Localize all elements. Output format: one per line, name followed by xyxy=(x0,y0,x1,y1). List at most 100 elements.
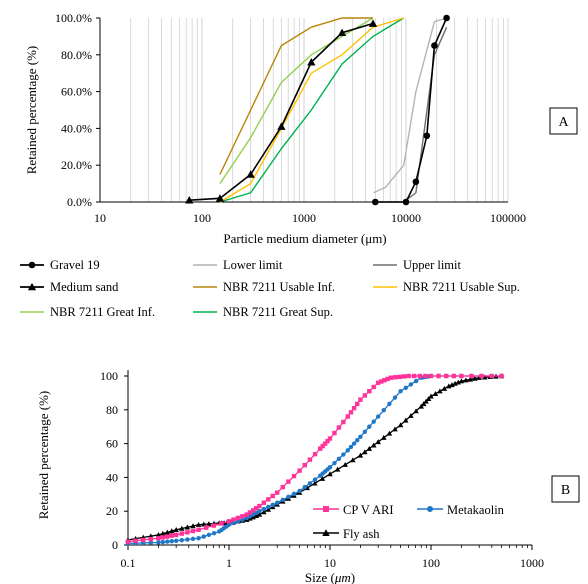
chart-a-point-gravel-19 xyxy=(412,178,420,186)
chart-a-x-tick-label: 100 xyxy=(193,211,211,225)
chart-b-x-axis-label-unit: μm xyxy=(334,570,351,584)
chart-a-y-ticks: 0.0% 20.0% 40.0% 60.0% 80.0% 100.0% xyxy=(55,11,100,209)
chart-a-x-tick-label: 10 xyxy=(94,211,106,225)
chart-a-point-medium-sand xyxy=(337,28,347,37)
chart-b-point-metakaolin xyxy=(274,500,280,505)
chart-a-series-line-nbr-7211-great-inf xyxy=(219,17,374,184)
chart-b-y-ticks: 0 20 40 60 80 100 xyxy=(100,369,128,552)
chart-b: 0 20 40 60 80 100 0.1 1 10 100 1000 Size (μm) Ret… xyxy=(36,369,580,584)
chart-a-x-tick-label: 100000 xyxy=(490,211,526,225)
chart-b-series-cp-v-ari xyxy=(125,373,504,544)
chart-b-point-metakaolin xyxy=(240,517,245,522)
chart-b-point-cp-v-ari xyxy=(266,497,271,502)
chart-b-point-cp-v-ari xyxy=(231,517,236,522)
chart-a-legend-item: Gravel 19 xyxy=(20,258,100,272)
chart-b-legend-label: CP V ARI xyxy=(343,503,394,517)
chart-b-point-fly-ash xyxy=(160,530,166,536)
chart-b-point-fly-ash xyxy=(342,461,348,467)
chart-a-point-gravel-19 xyxy=(443,14,450,22)
chart-b-x-tick-label: 100 xyxy=(422,556,440,570)
chart-a-legend-item: Medium sand xyxy=(20,280,119,294)
chart-b-point-metakaolin xyxy=(148,540,154,545)
chart-a-series-nbr-7211-usable-sup xyxy=(219,17,404,203)
chart-a-legend-label: Lower limit xyxy=(223,258,283,272)
chart-b-point-metakaolin xyxy=(201,534,206,539)
chart-b-point-cp-v-ari xyxy=(270,493,275,499)
chart-b-point-cp-v-ari xyxy=(362,393,368,398)
chart-b-point-fly-ash xyxy=(392,426,398,432)
chart-b-point-metakaolin xyxy=(341,452,346,457)
chart-b-point-metakaolin xyxy=(266,504,271,510)
chart-b-point-fly-ash xyxy=(173,527,179,532)
chart-b-point-cp-v-ari xyxy=(165,534,170,539)
chart-b-point-cp-v-ari xyxy=(173,532,179,538)
chart-b-panel-label-box xyxy=(551,475,580,503)
chart-b-point-cp-v-ari xyxy=(291,473,297,479)
chart-b-x-ticks: 0.1 1 10 100 1000 xyxy=(121,545,544,570)
chart-b-point-cp-v-ari xyxy=(406,373,411,379)
chart-b-point-cp-v-ari xyxy=(302,462,307,468)
chart-a-series-nbr-7211-great-sup xyxy=(219,17,405,203)
chart-b-point-fly-ash xyxy=(256,511,263,517)
chart-b-point-fly-ash xyxy=(366,445,373,451)
chart-b-point-cp-v-ari xyxy=(254,506,259,511)
chart-b-y-tick-label: 80 xyxy=(106,403,118,417)
chart-a-legend-item: Lower limit xyxy=(193,258,283,272)
chart-b-point-cp-v-ari xyxy=(169,533,174,538)
chart-b-point-metakaolin xyxy=(280,497,285,502)
chart-a-panel-label: A xyxy=(558,115,569,130)
chart-b-point-fly-ash xyxy=(463,377,469,383)
chart-b-point-cp-v-ari xyxy=(261,500,267,505)
chart-b-legend-item: Metakaolin xyxy=(417,503,505,517)
chart-b-point-cp-v-ari xyxy=(257,503,262,509)
chart-b-point-cp-v-ari xyxy=(459,373,464,379)
chart-b-point-fly-ash xyxy=(476,374,482,380)
chart-b-point-metakaolin xyxy=(302,484,307,490)
chart-a-series-line-nbr-7211-great-sup xyxy=(219,17,405,203)
chart-a-legend-label: NBR 7211 Great Sup. xyxy=(223,305,333,319)
chart-b-point-fly-ash xyxy=(386,430,393,436)
chart-a-series-medium-sand xyxy=(185,19,378,204)
chart-b-point-cp-v-ari xyxy=(375,380,381,385)
chart-b-point-cp-v-ari xyxy=(385,376,390,382)
chart-b-point-fly-ash xyxy=(381,434,387,440)
chart-b-point-metakaolin xyxy=(165,539,170,544)
chart-b-point-cp-v-ari xyxy=(190,528,196,534)
chart-b-point-cp-v-ari xyxy=(336,425,342,430)
chart-b-legend-marker xyxy=(323,506,329,512)
chart-b-point-metakaolin xyxy=(327,465,333,470)
chart-b-point-fly-ash xyxy=(452,380,458,386)
chart-b-point-fly-ash xyxy=(446,383,452,389)
chart-a-legend-item: NBR 7211 Great Inf. xyxy=(20,305,155,319)
chart-b-point-metakaolin xyxy=(297,488,302,494)
chart-b-legend-label: Metakaolin xyxy=(447,503,505,517)
chart-b-point-fly-ash xyxy=(155,532,162,538)
chart-b-point-cp-v-ari xyxy=(444,373,449,379)
chart-b-point-fly-ash xyxy=(418,403,424,409)
chart-b-point-cp-v-ari xyxy=(148,536,154,542)
chart-a-point-gravel-19 xyxy=(431,42,438,49)
chart-a-point-medium-sand xyxy=(185,196,194,204)
chart-a-point-medium-sand xyxy=(307,58,316,66)
chart-b-series-fly-ash xyxy=(125,373,505,543)
chart-a-series-upper-limit xyxy=(373,26,448,203)
chart-b-point-fly-ash xyxy=(253,513,259,519)
chart-b-point-cp-v-ari xyxy=(348,410,354,415)
chart-a-series xyxy=(185,14,450,206)
chart-b-point-metakaolin xyxy=(307,481,313,486)
chart-b-point-fly-ash xyxy=(428,393,434,399)
chart-b-point-fly-ash xyxy=(168,528,175,534)
chart-a-x-tick-label: 1000 xyxy=(292,211,316,225)
chart-b-x-tick-label: 1 xyxy=(226,556,232,570)
chart-b-point-cp-v-ari xyxy=(382,378,387,383)
chart-a-series-line-gravel-19 xyxy=(375,17,448,203)
chart-a-series-line-nbr-7211-usable-sup xyxy=(219,17,404,203)
chart-b-point-fly-ash xyxy=(408,412,414,418)
chart-a-y-tick-label: 80.0% xyxy=(61,48,92,62)
chart-a-series-gravel-19 xyxy=(371,14,450,206)
chart-b-point-fly-ash xyxy=(432,390,439,396)
chart-a-series-line-nbr-7211-usable-inf xyxy=(219,17,374,175)
chart-b-point-metakaolin xyxy=(235,519,241,524)
chart-b-point-cp-v-ari xyxy=(469,373,474,379)
chart-a-x-axis-label: Particle medium diameter (μm) xyxy=(223,231,386,246)
